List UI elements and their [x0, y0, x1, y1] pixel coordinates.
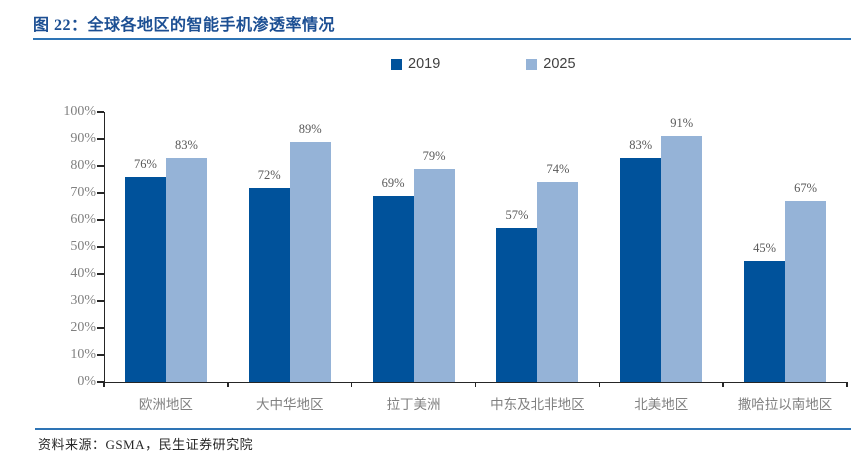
- y-axis-tick-label: 0%: [77, 374, 96, 389]
- bar-value-label: 57%: [505, 208, 529, 223]
- y-axis-tick-label: 40%: [70, 266, 96, 281]
- y-axis-tick-label: 90%: [70, 131, 96, 146]
- bar-value-label: 45%: [753, 240, 777, 255]
- y-axis-tick-mark: [97, 354, 104, 356]
- y-axis-tick-label: 100%: [63, 104, 96, 119]
- source-note: 资料来源：GSMA，民生证券研究院: [38, 437, 254, 452]
- y-axis-tick-label: 60%: [70, 212, 96, 227]
- y-axis-tick-label: 50%: [70, 239, 96, 254]
- x-axis-tick-mark: [598, 382, 601, 387]
- bar-2025-北美地区: [661, 136, 703, 382]
- x-axis-category-label: 北美地区: [634, 397, 689, 412]
- figure-title: 图 22：全球各地区的智能手机渗透率情况: [33, 17, 336, 34]
- legend-swatch-2025-icon: [526, 58, 538, 70]
- bar-value-label: 74%: [546, 162, 570, 177]
- bar-value-label: 67%: [794, 181, 818, 196]
- bar-2019-拉丁美洲: [372, 195, 414, 382]
- x-axis-tick-mark: [722, 382, 724, 387]
- legend-label-2025: 2025: [543, 56, 576, 72]
- legend-label-2019: 2019: [408, 56, 441, 72]
- bar-2025-撒哈拉以南地区: [785, 201, 827, 382]
- x-axis-tick-mark: [846, 382, 848, 387]
- y-axis-tick-mark: [97, 192, 104, 194]
- y-axis-tick-mark: [97, 138, 104, 140]
- y-axis-tick-mark: [97, 381, 104, 383]
- legend-swatch-2019-icon: [391, 58, 402, 70]
- bar-value-label: 83%: [629, 137, 653, 152]
- y-axis-tick-mark: [97, 273, 104, 275]
- x-axis-tick-mark: [227, 382, 229, 387]
- x-axis-tick-mark: [103, 382, 105, 387]
- y-axis-tick-mark: [97, 111, 104, 113]
- legend-item-2019: 2019: [391, 56, 440, 72]
- bar-2019-中东及北非地区: [496, 228, 538, 382]
- bar-2025-拉丁美洲: [413, 168, 455, 382]
- bar-value-label: 69%: [381, 175, 405, 190]
- y-axis-tick-mark: [97, 246, 104, 248]
- bar-value-label: 72%: [257, 167, 281, 182]
- title-divider-line: [33, 38, 851, 40]
- chart-legend: 2019 2025: [391, 56, 576, 72]
- y-axis-tick-label: 10%: [70, 347, 96, 362]
- bar-value-label: 79%: [422, 148, 446, 163]
- bar-2025-欧洲地区: [165, 157, 207, 382]
- x-axis-tick-mark: [350, 382, 353, 387]
- bar-value-label: 83%: [174, 137, 198, 152]
- bar-value-label: 76%: [133, 156, 157, 171]
- y-axis-tick-mark: [97, 327, 104, 329]
- bar-2025-中东及北非地区: [537, 182, 579, 382]
- x-axis-category-label: 中东及北非地区: [490, 397, 585, 412]
- bar-2025-大中华地区: [289, 141, 331, 382]
- x-axis-category-label: 欧洲地区: [138, 397, 193, 412]
- bar-2019-欧洲地区: [124, 176, 166, 382]
- y-axis-tick-mark: [97, 165, 104, 167]
- bar-2019-大中华地区: [248, 187, 290, 382]
- y-axis-tick-label: 80%: [70, 158, 96, 173]
- y-axis-tick-label: 30%: [70, 293, 96, 308]
- footer-divider-line: [35, 428, 851, 430]
- x-axis-category-label: 撒哈拉以南地区: [737, 397, 833, 412]
- y-axis-tick-label: 70%: [70, 185, 96, 200]
- bar-2019-北美地区: [620, 157, 662, 382]
- bar-value-label: 91%: [670, 116, 694, 131]
- x-axis-tick-mark: [474, 382, 477, 387]
- legend-item-2025: 2025: [526, 56, 576, 72]
- y-axis-tick-mark: [97, 300, 104, 302]
- x-axis-category-label: 大中华地区: [255, 397, 324, 412]
- bar-value-label: 89%: [298, 121, 322, 136]
- y-axis-tick-mark: [97, 219, 104, 221]
- x-axis-category-label: 拉丁美洲: [386, 397, 441, 412]
- bar-2019-撒哈拉以南地区: [744, 260, 786, 382]
- y-axis-tick-label: 20%: [70, 320, 96, 335]
